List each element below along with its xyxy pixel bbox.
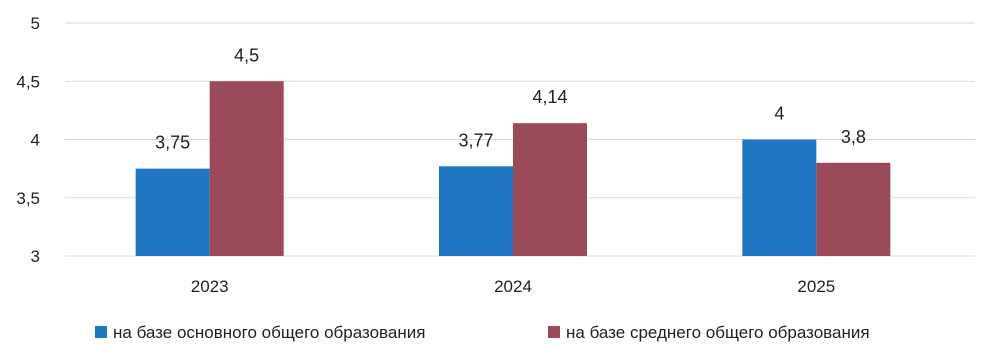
legend-label: на базе среднего общего образования <box>566 323 870 342</box>
bars <box>135 81 891 256</box>
x-axis-categories: 2023 2024 2025 <box>191 277 835 296</box>
legend-swatch <box>548 326 560 338</box>
bar-2025-series-1 <box>742 139 817 256</box>
bar-2023-series-1 <box>135 168 210 256</box>
bar-2024-series-1 <box>439 166 513 256</box>
bar-2025-series-2 <box>816 162 891 256</box>
data-label: 4,5 <box>234 45 259 65</box>
x-category-label: 2023 <box>191 277 229 296</box>
bar-2023-series-2 <box>209 81 284 256</box>
data-label: 3,77 <box>458 130 493 150</box>
data-label: 3,75 <box>155 133 190 153</box>
data-label: 4 <box>774 104 784 124</box>
data-label: 4,14 <box>532 87 567 107</box>
y-tick-label: 5 <box>31 14 40 33</box>
y-axis-ticks: 3 3,5 4 4,5 5 <box>16 14 40 266</box>
x-category-label: 2025 <box>797 277 835 296</box>
data-label: 3,8 <box>841 127 866 147</box>
data-labels: 3,75 4,5 3,77 4,14 4 3,8 <box>155 45 866 152</box>
legend: на базе основного общего образования на б… <box>95 323 870 342</box>
y-tick-label: 4 <box>31 131 40 150</box>
x-category-label: 2024 <box>494 277 532 296</box>
legend-label: на базе основного общего образования <box>113 323 425 342</box>
y-tick-label: 3 <box>31 247 40 266</box>
legend-swatch <box>95 326 107 338</box>
y-tick-label: 4,5 <box>16 72 40 91</box>
y-tick-label: 3,5 <box>16 189 40 208</box>
bar-2024-series-2 <box>513 123 587 256</box>
